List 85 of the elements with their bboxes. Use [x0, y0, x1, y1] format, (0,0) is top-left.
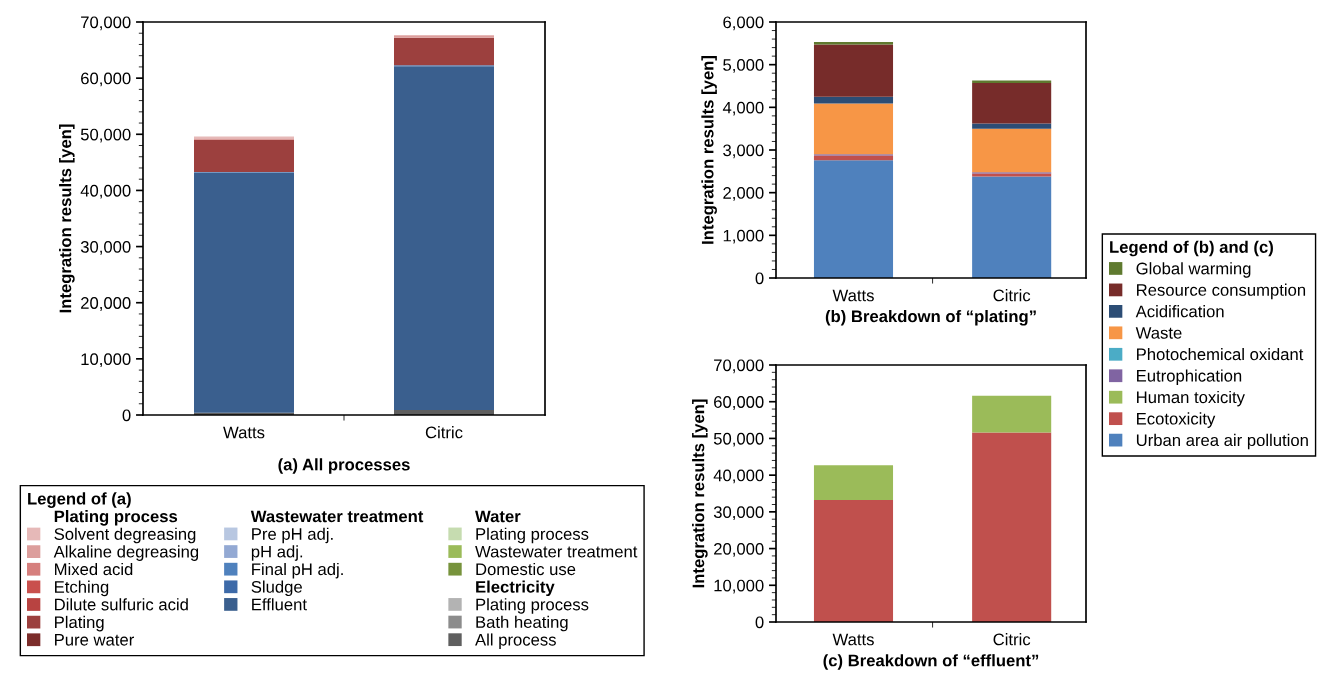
x-tick-label: Watts [832, 633, 874, 646]
legend-label: Alkaline degreasing [53, 545, 199, 561]
bar [813, 103, 894, 155]
bar [394, 37, 494, 66]
y-tick-label: 4,000 [722, 101, 764, 116]
legend-label: Pre pH adj. [252, 527, 333, 544]
legend-label: Solvent degreasing [54, 527, 196, 544]
legend-label: All process [475, 633, 556, 649]
legend-label: Domestic use [476, 562, 576, 576]
y-tick-label: 70,000 [714, 359, 764, 374]
legend-label: Global warming [1136, 262, 1251, 278]
legend-label: pH adj. [251, 545, 303, 561]
legend-label: Bath heating [476, 615, 568, 632]
y-tick-label: 0 [122, 409, 131, 422]
legend-title: Legend of (a) [28, 492, 131, 508]
legend-label: Plating process [476, 527, 589, 544]
y-tick-label: 2,000 [723, 187, 764, 201]
y-tick-label: 40,000 [713, 469, 764, 484]
legend-label: Etching [55, 580, 109, 597]
bar [813, 465, 894, 501]
legend-label: Waste [1135, 327, 1182, 339]
legend-label: Plating process [476, 598, 589, 614]
y-tick-label: 10,000 [81, 353, 131, 368]
bar [394, 66, 494, 410]
y-tick-label: 0 [755, 616, 764, 629]
y-tick-label: 60,000 [81, 72, 131, 87]
legend-label: Plating [55, 615, 104, 632]
bar [813, 160, 894, 278]
legend-title: Legend of (b) and (c) [1110, 240, 1273, 257]
bar [813, 44, 894, 97]
y-tick-label: 10,000 [714, 579, 764, 594]
legend-label: Sludge [251, 580, 302, 597]
legend-label: Effluent [252, 598, 307, 611]
y-tick-label: 3,000 [723, 144, 764, 159]
text: Electricity [476, 580, 555, 597]
y-tick-label: 6,000 [723, 16, 764, 31]
legend-label: Final pH adj. [252, 562, 343, 579]
bar [972, 176, 1052, 278]
y-tick-label: 0 [755, 272, 764, 285]
legend-label: Ecotoxicity [1137, 412, 1216, 428]
y-tick-label: 30,000 [713, 506, 764, 521]
legend-label: Pure water [55, 634, 134, 646]
y-tick-label: 50,000 [713, 432, 764, 447]
text: Plating process [54, 510, 178, 526]
text: Wastewater treatment [250, 510, 424, 523]
x-tick-label: Watts [832, 289, 874, 302]
y-axis-title: Integration results [yen] [59, 124, 75, 313]
legend-label: Mixed acid [55, 562, 133, 576]
text: Water [475, 510, 521, 523]
bar [972, 80, 1052, 84]
bar [194, 172, 294, 413]
bar [972, 123, 1052, 129]
legend-label: Dilute sulfuric acid [55, 598, 188, 611]
bar [194, 139, 294, 172]
y-tick-label: 40,000 [80, 184, 131, 199]
legend-label: Wastewater treatment [475, 545, 638, 558]
y-tick-label: 50,000 [80, 128, 131, 143]
y-tick-label: 30,000 [80, 240, 131, 255]
legend-label: Urban area air pollution [1136, 433, 1308, 450]
text: (b) Breakdown of “plating” [825, 310, 1036, 326]
bar [972, 395, 1052, 433]
y-tick-label: 5,000 [723, 59, 764, 73]
bar [972, 432, 1052, 622]
bar [813, 500, 894, 622]
bar [813, 42, 894, 45]
bar [972, 83, 1052, 124]
y-tick-label: 20,000 [81, 297, 131, 311]
legend-label: Resource consumption [1137, 283, 1306, 300]
legend-label: Eutrophication [1137, 369, 1242, 385]
text: (a) All processes [278, 458, 410, 474]
legend-label: Human toxicity [1137, 390, 1245, 407]
y-axis-title: Integration results [yen] [701, 56, 717, 244]
y-tick-label: 60,000 [714, 396, 764, 410]
legend-label: Acidification [1135, 305, 1224, 318]
y-tick-label: 70,000 [81, 16, 131, 31]
y-tick-label: 1,000 [723, 229, 764, 244]
text: (c) Breakdown of “effluent” [823, 654, 1039, 670]
legend-label: Photochemical oxidant [1137, 348, 1304, 361]
bar [972, 128, 1052, 173]
x-tick-label: Citric [425, 426, 463, 439]
x-tick-label: Watts [223, 426, 265, 439]
y-axis-title: Integration results [yen] [692, 399, 708, 588]
x-tick-label: Citric [993, 289, 1031, 302]
y-tick-label: 20,000 [714, 542, 764, 557]
x-tick-label: Citric [993, 633, 1031, 646]
